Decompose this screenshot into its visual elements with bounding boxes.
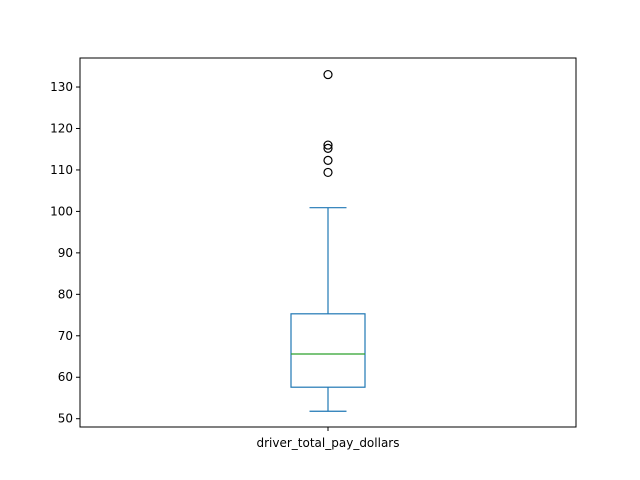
- outlier-point: [323, 140, 333, 150]
- y-tick-label: 50: [58, 412, 73, 426]
- outlier-point: [323, 155, 333, 166]
- y-tick-label: 80: [58, 287, 73, 301]
- outlier-point: [323, 167, 333, 178]
- y-tick-label: 120: [50, 121, 73, 135]
- outlier-point: [323, 69, 333, 80]
- iqr-box: [290, 313, 366, 388]
- y-tick-label: 100: [50, 204, 73, 218]
- y-tick-label: 60: [58, 370, 73, 384]
- y-tick-label: 70: [58, 329, 73, 343]
- y-tick-label: 110: [50, 163, 73, 177]
- y-tick-label: 90: [58, 246, 73, 260]
- x-tick-label: driver_total_pay_dollars: [257, 436, 400, 450]
- outlier-point: [323, 143, 333, 153]
- axes-frame: [79, 57, 577, 428]
- y-tick-label: 130: [50, 80, 73, 94]
